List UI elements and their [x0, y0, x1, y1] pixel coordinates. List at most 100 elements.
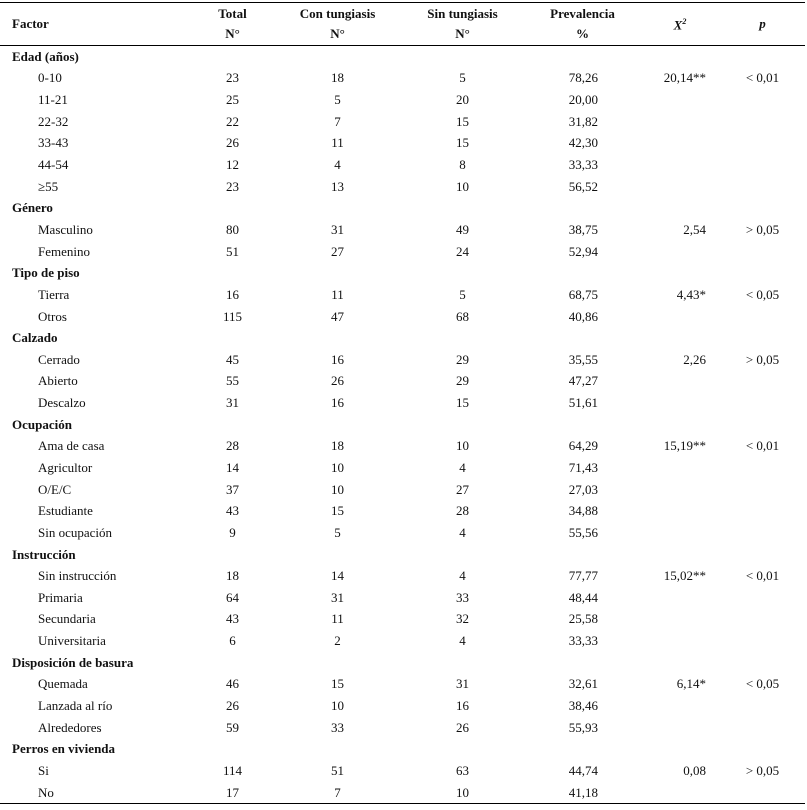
data-row: Abierto 55 26 29 47,27 — [0, 371, 805, 393]
row-label: 22-32 — [38, 113, 69, 129]
data-row: Tierra 16 11 5 68,75 4,43* < 0,05 — [0, 284, 805, 306]
cell-sin: 20 — [456, 92, 469, 108]
cell-prev: 48,44 — [568, 589, 598, 605]
cell-total: 25 — [226, 92, 239, 108]
cell-prev: 20,00 — [568, 92, 598, 108]
table-header: Factor Total N° Con tungiasis N° Sin tungi… — [0, 2, 805, 46]
group-row: Perros en vivienda — [0, 739, 805, 761]
cell-con: 31 — [331, 589, 344, 605]
cell-sin: 5 — [459, 286, 466, 302]
group-row: Disposición de basura — [0, 652, 805, 674]
cell-p — [720, 241, 805, 263]
cell-chi — [640, 630, 720, 652]
row-label: Si — [38, 762, 49, 778]
cell-total: 51 — [226, 243, 239, 259]
data-row: O/E/C 37 10 27 27,03 — [0, 479, 805, 501]
cell-p: < 0,01 — [745, 70, 780, 86]
cell-chi: 2,26 — [683, 351, 706, 367]
cell-prev: 34,88 — [568, 503, 598, 519]
cell-sin: 27 — [456, 481, 469, 497]
cell-p — [720, 522, 805, 544]
cell-sin: 49 — [456, 221, 469, 237]
cell-sin: 68 — [456, 308, 469, 324]
cell-chi — [640, 695, 720, 717]
cell-sin: 10 — [400, 781, 525, 805]
cell-con: 4 — [334, 157, 341, 173]
cell-sin: 4 — [459, 568, 466, 584]
data-row: Masculino 80 31 49 38,75 2,54 > 0,05 — [0, 219, 805, 241]
cell-p — [720, 111, 805, 133]
data-row: Universitaria 6 2 4 33,33 — [0, 630, 805, 652]
row-label: 11-21 — [38, 92, 68, 108]
cell-con: 18 — [331, 70, 344, 86]
cell-con: 27 — [331, 243, 344, 259]
cell-p — [720, 392, 805, 414]
cell-total: 64 — [226, 589, 239, 605]
cell-chi — [640, 111, 720, 133]
cell-chi — [640, 500, 720, 522]
cell-prev: 33,33 — [568, 157, 598, 173]
data-row: Quemada 46 15 31 32,61 6,14* < 0,05 — [0, 674, 805, 696]
cell-total: 43 — [226, 503, 239, 519]
cell-p — [720, 457, 805, 479]
cell-chi — [640, 479, 720, 501]
cell-prev: 56,52 — [568, 178, 598, 194]
cell-sin: 28 — [456, 503, 469, 519]
header-line: % — [576, 26, 589, 41]
cell-con: 11 — [331, 135, 344, 151]
group-row: Género — [0, 197, 805, 219]
cell-p: < 0,05 — [745, 286, 780, 302]
header-line: Con tungiasis — [299, 6, 376, 21]
cell-con: 11 — [331, 286, 344, 302]
cell-con: 18 — [331, 438, 344, 454]
data-row: 11-21 25 5 20 20,00 — [0, 89, 805, 111]
cell-p — [720, 154, 805, 176]
cell-prev: 38,46 — [568, 698, 598, 714]
cell-total: 9 — [229, 524, 236, 540]
group-title: Tipo de piso — [12, 265, 80, 281]
cell-chi — [640, 133, 720, 155]
cell-con: 7 — [334, 113, 341, 129]
row-label: Lanzada al río — [38, 698, 113, 714]
row-label: Agricultor — [38, 459, 93, 475]
cell-con: 11 — [331, 611, 344, 627]
row-label: Cerrado — [38, 351, 80, 367]
cell-total: 23 — [226, 70, 239, 86]
cell-prev: 64,29 — [568, 438, 598, 454]
data-row: Lanzada al río 26 10 16 38,46 — [0, 695, 805, 717]
row-label: Sin ocupación — [38, 524, 113, 540]
row-label: Sin instrucción — [38, 568, 117, 584]
row-label: Primaria — [38, 589, 83, 605]
cell-total: 14 — [226, 459, 239, 475]
cell-con: 10 — [331, 481, 344, 497]
cell-total: 23 — [226, 178, 239, 194]
row-label: Masculino — [38, 221, 93, 237]
cell-sin: 33 — [456, 589, 469, 605]
cell-p — [720, 587, 805, 609]
cell-prev: 51,61 — [568, 395, 598, 411]
cell-prev: 55,56 — [568, 524, 598, 540]
cell-chi: 15,02** — [663, 568, 706, 584]
cell-total: 18 — [226, 568, 239, 584]
cell-prev: 35,55 — [568, 351, 598, 367]
cell-p — [720, 176, 805, 198]
cell-total: 16 — [226, 286, 239, 302]
cell-chi — [640, 587, 720, 609]
cell-total: 26 — [226, 698, 239, 714]
row-label: Secundaria — [38, 611, 96, 627]
cell-con: 10 — [331, 698, 344, 714]
cell-prev: 47,27 — [568, 373, 598, 389]
cell-sin: 4 — [459, 459, 466, 475]
cell-chi: 15,19** — [663, 438, 706, 454]
header-line: N° — [330, 26, 345, 41]
data-row: Secundaria 43 11 32 25,58 — [0, 609, 805, 631]
header-line: Sin tungiasis — [427, 6, 498, 21]
cell-prev: 55,93 — [568, 719, 598, 735]
table-body: Edad (años) 0-10 23 18 5 78,26 20,14** < 0,01 11… — [0, 46, 805, 805]
cell-total: 37 — [226, 481, 239, 497]
header-cell: X2 — [640, 2, 720, 46]
cell-sin: 15 — [456, 395, 469, 411]
cell-p: < 0,01 — [745, 568, 780, 584]
data-row: No 17 7 10 41,18 — [0, 781, 805, 805]
data-row: Agricultor 14 10 4 71,43 — [0, 457, 805, 479]
